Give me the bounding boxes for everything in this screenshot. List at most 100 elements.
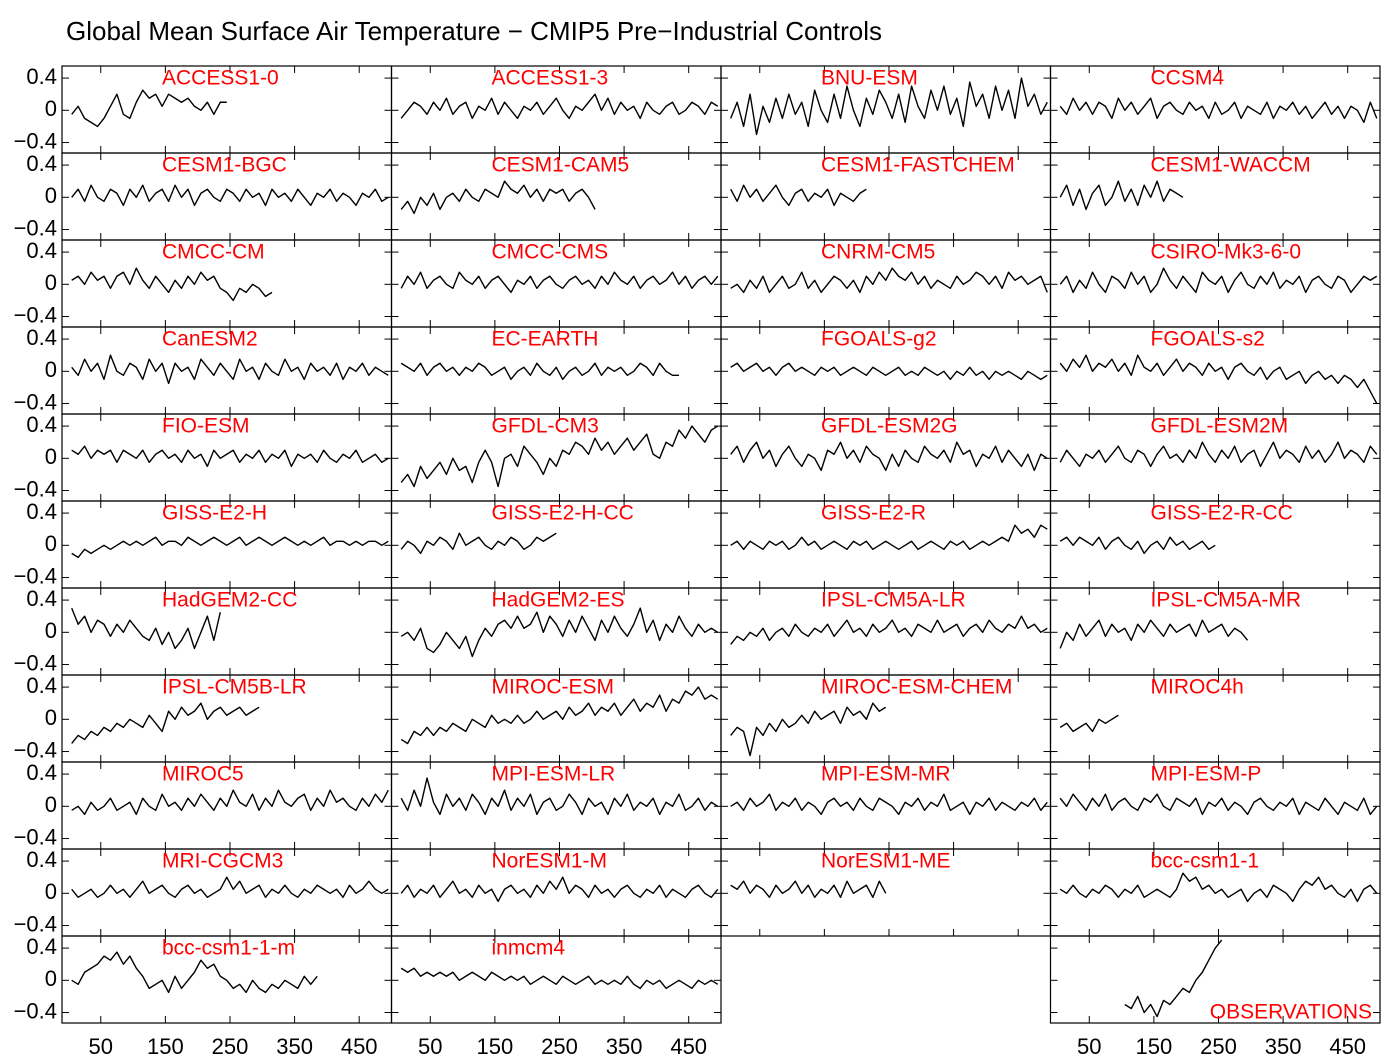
series-label: ACCESS1-0 [162, 67, 279, 90]
series-line [1059, 536, 1216, 555]
y-tick-label: −0.4 [14, 911, 57, 936]
series-line [730, 524, 1048, 551]
x-tick-label: 150 [477, 1034, 514, 1059]
x-tick-label: 50 [89, 1034, 113, 1059]
series-label: MIROC-ESM [492, 676, 615, 699]
y-tick-label: −0.4 [14, 563, 57, 588]
series-line [1059, 97, 1378, 124]
series-line [730, 880, 887, 899]
series-line [71, 607, 221, 650]
y-tick-label: 0 [45, 357, 57, 382]
y-tick-label: −0.4 [14, 650, 57, 675]
series-label: CNRM-CM5 [821, 241, 935, 264]
x-tick-label: 150 [147, 1034, 184, 1059]
y-tick-label: 0.4 [26, 412, 57, 437]
series-line [730, 702, 887, 757]
x-tick-label: 450 [341, 1034, 378, 1059]
x-tick-label: 250 [1200, 1034, 1237, 1059]
series-line [71, 184, 389, 207]
series-label: CESM1-WACCM [1151, 154, 1311, 177]
series-line [400, 876, 719, 903]
y-tick-label: 0.4 [26, 760, 57, 785]
y-tick-label: −0.4 [14, 215, 57, 240]
series-label: bcc-csm1-1-m [162, 937, 295, 960]
series-label: MPI-ESM-MR [821, 763, 951, 786]
series-line [1059, 441, 1378, 468]
series-label: GISS-E2-H-CC [492, 502, 634, 525]
series-line [1059, 872, 1378, 903]
y-tick-label: 0.4 [26, 934, 57, 959]
series-label: GISS-E2-H [162, 502, 267, 525]
series-label: CSIRO-Mk3-6-0 [1151, 241, 1302, 264]
series-label: MIROC4h [1151, 676, 1244, 699]
y-tick-label: 0 [45, 618, 57, 643]
series-line [71, 536, 389, 559]
chart-title: Global Mean Surface Air Temperature − CM… [66, 16, 882, 46]
series-line [730, 267, 1048, 294]
series-line [400, 532, 557, 555]
series-label: HadGEM2-ES [492, 589, 625, 612]
series-line [71, 789, 389, 816]
y-tick-label: −0.4 [14, 824, 57, 849]
series-label: IPSL-CM5B-LR [162, 676, 307, 699]
x-tick-label: 50 [1077, 1034, 1101, 1059]
series-label: inmcm4 [492, 937, 566, 960]
series-line [71, 702, 260, 744]
y-tick-label: 0.4 [26, 151, 57, 176]
y-tick-label: 0 [45, 792, 57, 817]
y-tick-label: −0.4 [14, 128, 57, 153]
series-label: IPSL-CM5A-MR [1151, 589, 1302, 612]
series-label: CESM1-FASTCHEM [821, 154, 1015, 177]
series-line [71, 951, 318, 994]
series-line [400, 686, 719, 745]
series-line [730, 184, 867, 207]
series-line [730, 77, 1048, 136]
y-tick-label: 0.4 [26, 847, 57, 872]
series-line [400, 607, 719, 658]
series-line [730, 793, 1048, 816]
x-tick-label: 350 [606, 1034, 643, 1059]
panel-frame [1049, 935, 1381, 1024]
x-tick-label: 350 [1265, 1034, 1302, 1059]
x-tick-label: 250 [212, 1034, 249, 1059]
series-label: GFDL-ESM2M [1151, 415, 1289, 438]
series-line [400, 967, 719, 990]
series-label: BNU-ESM [821, 67, 918, 90]
series-label: MIROC-ESM-CHEM [821, 676, 1012, 699]
series-label: GISS-E2-R-CC [1151, 502, 1293, 525]
y-tick-label: 0 [45, 705, 57, 730]
x-tick-label: 450 [670, 1034, 707, 1059]
series-line [71, 445, 389, 468]
series-line [1059, 793, 1378, 816]
series-line [1059, 180, 1184, 211]
series-line [400, 362, 679, 381]
series-label: CESM1-BGC [162, 154, 287, 177]
series-label: GFDL-CM3 [492, 415, 599, 438]
series-line [730, 362, 1048, 381]
series-label: FIO-ESM [162, 415, 250, 438]
x-tick-label: 450 [1329, 1034, 1366, 1059]
series-label: MIROC5 [162, 763, 244, 786]
series-line [71, 89, 227, 128]
panel-frame [390, 935, 722, 1024]
series-label: MPI-ESM-LR [492, 763, 616, 786]
series-label: GISS-E2-R [821, 502, 926, 525]
series-line [400, 180, 596, 215]
y-tick-label: 0.4 [26, 499, 57, 524]
series-line [71, 876, 389, 899]
series-label: NorESM1-M [492, 850, 608, 873]
series-line [730, 441, 1048, 472]
series-label: IPSL-CM5A-LR [821, 589, 966, 612]
series-line [1059, 267, 1378, 294]
series-label: GFDL-ESM2G [821, 415, 958, 438]
series-label: FGOALS-g2 [821, 328, 937, 351]
y-tick-label: 0 [45, 270, 57, 295]
series-line [400, 271, 719, 294]
series-label: CanESM2 [162, 328, 258, 351]
y-tick-label: 0 [45, 531, 57, 556]
y-tick-label: 0 [45, 879, 57, 904]
y-tick-label: −0.4 [14, 389, 57, 414]
series-line [1059, 714, 1119, 733]
series-label: MRI-CGCM3 [162, 850, 283, 873]
